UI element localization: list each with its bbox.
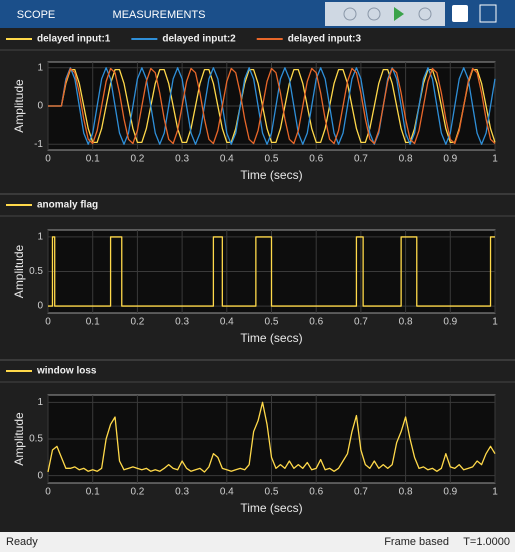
x-tick-label: 0.2 bbox=[130, 317, 144, 328]
pause-button[interactable] bbox=[367, 7, 381, 21]
x-axis-label: Time (secs) bbox=[240, 168, 302, 182]
x-tick-label: 0.9 bbox=[443, 317, 457, 328]
x-tick-label: 0.4 bbox=[220, 487, 234, 498]
y-tick-label: 1 bbox=[37, 232, 43, 243]
status-bar bbox=[0, 532, 515, 552]
x-tick-label: 0.6 bbox=[309, 154, 323, 165]
x-tick-label: 0 bbox=[45, 317, 51, 328]
x-tick-label: 0.8 bbox=[399, 154, 413, 165]
legend-label: delayed input:2 bbox=[162, 34, 236, 45]
x-tick-label: 0.2 bbox=[130, 154, 144, 165]
x-tick-label: 0.2 bbox=[130, 487, 144, 498]
x-tick-label: 1 bbox=[492, 487, 498, 498]
y-tick-label: 1 bbox=[37, 397, 43, 408]
measurements-tab[interactable]: MEASUREMENTS bbox=[113, 9, 206, 21]
y-axis-label: Amplitude bbox=[12, 79, 26, 133]
y-tick-label: 1 bbox=[37, 62, 43, 73]
x-tick-label: 0.4 bbox=[220, 154, 234, 165]
series-line bbox=[48, 67, 496, 145]
y-tick-label: 0.5 bbox=[29, 434, 43, 445]
series-line bbox=[48, 236, 495, 307]
x-tick-label: 0.6 bbox=[309, 317, 323, 328]
status-mode: Frame based bbox=[384, 536, 449, 548]
y-tick-label: -1 bbox=[34, 139, 43, 150]
legend-label: window loss bbox=[36, 366, 97, 377]
status-time: T=1.0000 bbox=[463, 536, 510, 548]
y-tick-label: 0 bbox=[37, 470, 43, 481]
x-tick-label: 0 bbox=[45, 487, 51, 498]
scope-tab[interactable]: SCOPE bbox=[17, 9, 56, 21]
x-tick-label: 0.9 bbox=[443, 487, 457, 498]
x-tick-label: 0.1 bbox=[86, 154, 100, 165]
run-controls bbox=[325, 2, 445, 26]
x-tick-label: 0.5 bbox=[265, 487, 279, 498]
x-tick-label: 0.7 bbox=[354, 154, 368, 165]
legend-label: anomaly flag bbox=[37, 200, 98, 211]
x-tick-label: 0.6 bbox=[309, 487, 323, 498]
x-tick-label: 0.7 bbox=[354, 317, 368, 328]
x-tick-label: 0.9 bbox=[443, 154, 457, 165]
y-axis-label: Amplitude bbox=[12, 245, 26, 299]
y-tick-label: 0 bbox=[37, 101, 43, 112]
legend-label: delayed input:1 bbox=[37, 34, 111, 45]
x-tick-label: 0.5 bbox=[265, 317, 279, 328]
stop-button[interactable] bbox=[418, 7, 432, 21]
run-button[interactable] bbox=[394, 7, 404, 21]
x-tick-label: 0.1 bbox=[86, 487, 100, 498]
x-tick-label: 0.5 bbox=[265, 154, 279, 165]
help-button[interactable] bbox=[452, 5, 468, 22]
x-tick-label: 0.3 bbox=[175, 154, 189, 165]
y-tick-label: 0 bbox=[37, 301, 43, 312]
x-tick-label: 0.7 bbox=[354, 487, 368, 498]
x-tick-label: 0 bbox=[45, 154, 51, 165]
status-ready: Ready bbox=[6, 536, 38, 548]
series-line bbox=[48, 67, 496, 145]
x-tick-label: 0.4 bbox=[220, 317, 234, 328]
y-tick-label: 0.5 bbox=[29, 266, 43, 277]
x-tick-label: 0.8 bbox=[399, 487, 413, 498]
x-tick-label: 0.1 bbox=[86, 317, 100, 328]
x-tick-label: 1 bbox=[492, 154, 498, 165]
series-line bbox=[47, 401, 496, 473]
x-axis-label: Time (secs) bbox=[240, 331, 302, 345]
step-back-button[interactable] bbox=[343, 7, 357, 21]
legend-label: delayed input:3 bbox=[288, 34, 362, 45]
y-axis-label: Amplitude bbox=[12, 412, 26, 466]
x-axis-label: Time (secs) bbox=[240, 501, 302, 515]
x-tick-label: 0.8 bbox=[399, 317, 413, 328]
x-tick-label: 0.3 bbox=[175, 317, 189, 328]
undock-button[interactable] bbox=[479, 4, 497, 23]
x-tick-label: 1 bbox=[492, 317, 498, 328]
x-tick-label: 0.3 bbox=[175, 487, 189, 498]
